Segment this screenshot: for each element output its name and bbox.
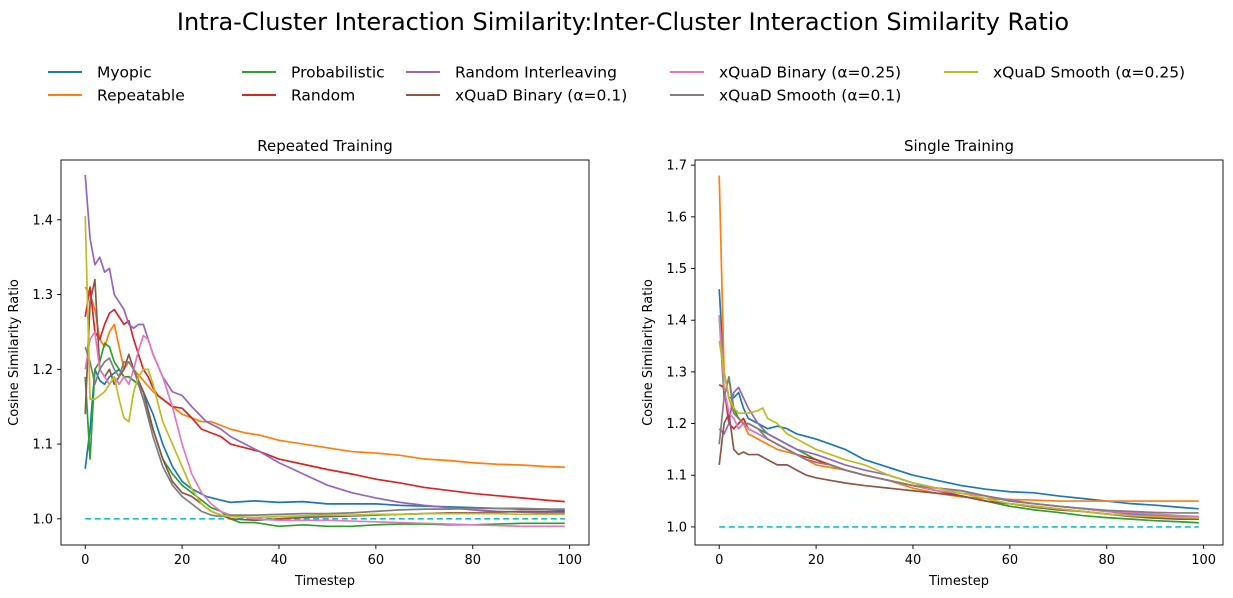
x-axis-label: Timestep xyxy=(928,574,989,589)
axes-frame xyxy=(694,159,1224,546)
series-line-xquad-smooth-alpha-0-1 xyxy=(84,346,565,518)
legend-entry-xquad-smooth-alpha-0-25: xQuaD Smooth (α=0.25) xyxy=(944,64,1185,82)
legend-label: Probabilistic xyxy=(291,64,385,82)
plot-area xyxy=(718,175,1199,528)
x-tick-label: 60 xyxy=(1002,553,1019,568)
x-tick-label: 40 xyxy=(905,553,922,568)
legend-entry-xquad-binary-alpha-0-25: xQuaD Binary (α=0.25) xyxy=(670,64,901,82)
figure-title: Intra-Cluster Interaction Similarity:Int… xyxy=(177,8,1069,36)
x-tick-label: 80 xyxy=(1098,553,1115,568)
y-axis-label: Cosine Similarity Ratio xyxy=(641,279,656,426)
series-line-xquad-smooth-alpha-0-1 xyxy=(718,376,1199,514)
x-axis-label: Timestep xyxy=(294,574,355,589)
legend-entry-xquad-smooth-alpha-0-1: xQuaD Smooth (α=0.1) xyxy=(670,87,901,105)
series-line-random-interleaving xyxy=(84,174,565,514)
legend-entry-myopic: Myopic xyxy=(48,64,152,82)
legend-entry-probabilistic: Probabilistic xyxy=(242,64,385,82)
y-tick-label: 1.0 xyxy=(32,512,53,527)
y-tick-label: 1.0 xyxy=(666,520,687,535)
legend-label: xQuaD Smooth (α=0.1) xyxy=(719,87,901,105)
series-line-probabilistic xyxy=(84,342,565,528)
panel-title: Single Training xyxy=(904,137,1014,155)
x-tick-label: 100 xyxy=(557,553,582,568)
x-tick-label: 0 xyxy=(81,553,89,568)
legend-label: xQuaD Smooth (α=0.25) xyxy=(993,64,1185,82)
x-tick-label: 20 xyxy=(808,553,825,568)
legend-label: Random xyxy=(291,87,355,105)
legend-label: xQuaD Binary (α=0.1) xyxy=(455,87,627,105)
legend-entry-random: Random xyxy=(242,87,355,105)
y-tick-label: 1.4 xyxy=(32,213,53,228)
y-tick-label: 1.6 xyxy=(666,210,687,225)
legend-entry-xquad-binary-alpha-0-1: xQuaD Binary (α=0.1) xyxy=(406,87,627,105)
y-tick-label: 1.3 xyxy=(666,365,687,380)
panel-title: Repeated Training xyxy=(257,137,393,155)
y-tick-label: 1.1 xyxy=(666,469,687,484)
x-tick-label: 40 xyxy=(271,553,288,568)
panel-repeated-training: Repeated Training 0 20 40 60 80 100 1.0 1.1 1.2 1.… xyxy=(7,137,590,589)
series-line-xquad-smooth-alpha-0-25 xyxy=(718,340,1199,519)
axes-frame xyxy=(60,159,590,546)
x-tick-label: 60 xyxy=(368,553,385,568)
legend-label: Random Interleaving xyxy=(455,64,617,82)
series-line-random xyxy=(84,286,565,503)
legend-label: Repeatable xyxy=(97,87,185,105)
y-axis-label: Cosine Similarity Ratio xyxy=(7,279,22,426)
y-tick-label: 1.5 xyxy=(666,262,687,277)
legend-label: xQuaD Binary (α=0.25) xyxy=(719,64,901,82)
y-tick-label: 1.1 xyxy=(32,438,53,453)
y-tick-label: 1.4 xyxy=(666,314,687,329)
y-tick-label: 1.2 xyxy=(32,363,53,378)
series-line-myopic xyxy=(718,289,1199,510)
y-tick-label: 1.3 xyxy=(32,288,53,303)
series-line-xquad-binary-alpha-0-25 xyxy=(718,314,1199,518)
x-tick-label: 80 xyxy=(464,553,481,568)
legend-label: Myopic xyxy=(97,64,152,82)
legend-entry-repeatable: Repeatable xyxy=(48,87,185,105)
series-line-probabilistic xyxy=(718,314,1199,524)
x-tick-label: 100 xyxy=(1191,553,1216,568)
legend-entry-random-interleaving: Random Interleaving xyxy=(406,64,617,82)
y-tick-label: 1.2 xyxy=(666,417,687,432)
x-tick-label: 0 xyxy=(715,553,723,568)
legend: Myopic Repeatable Probabilistic Random Rando… xyxy=(48,64,1185,105)
series-line-xquad-smooth-alpha-0-25 xyxy=(84,216,565,519)
plot-area xyxy=(84,174,565,528)
y-tick-label: 1.7 xyxy=(666,159,687,174)
x-tick-label: 20 xyxy=(174,553,191,568)
panel-single-training: Single Training 0 20 40 60 80 100 1.0 1.1 1.2 1.3 1… xyxy=(641,137,1224,589)
